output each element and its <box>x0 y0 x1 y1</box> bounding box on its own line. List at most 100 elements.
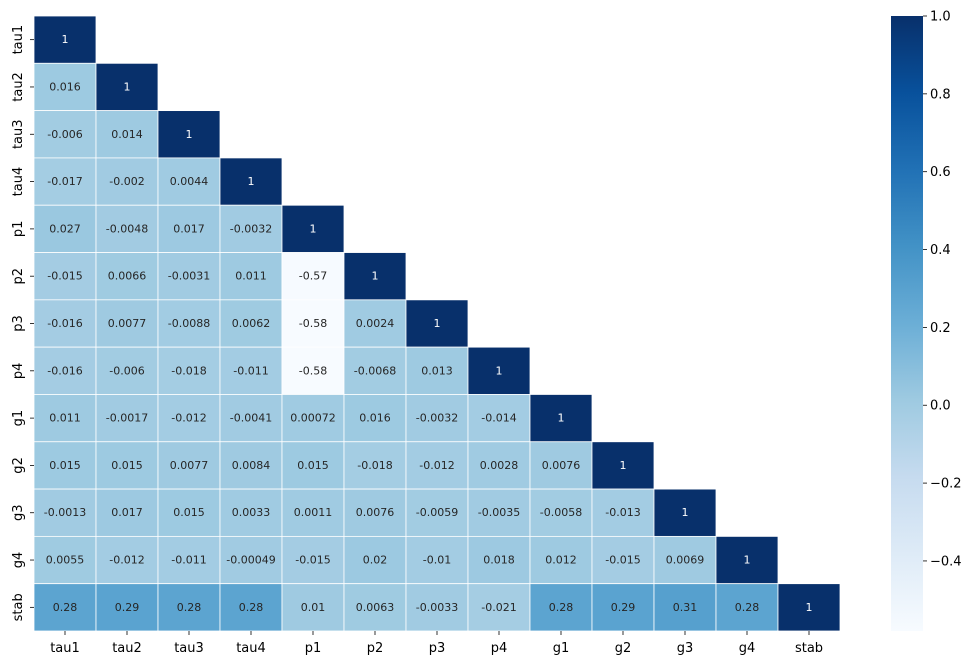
cell-value-label: -0.0017 <box>106 412 148 425</box>
cell-value-label: 1 <box>310 222 317 235</box>
cell-value-label: 0.28 <box>53 601 78 614</box>
cell-value-label: -0.0088 <box>168 317 210 330</box>
heatmap-cell-g4-p3 <box>405 535 469 585</box>
x-tick-label-stab: stab <box>795 641 823 656</box>
cell-value-label: -0.018 <box>171 364 206 377</box>
heatmap-cell-g3-p2 <box>343 488 407 537</box>
heatmap-cell-g4-tau1 <box>33 535 97 585</box>
cell-value-label: 0.28 <box>177 601 202 614</box>
heatmap-cell-p3-p3 <box>405 299 469 348</box>
heatmap-cell-g1-g1 <box>529 394 593 443</box>
cell-value-label: -0.0035 <box>478 506 520 519</box>
heatmap-cell-stab-tau4 <box>219 583 283 632</box>
heatmap-cell-p2-tau4 <box>219 252 283 301</box>
x-tick-label-p1: p1 <box>305 641 322 656</box>
cell-value-label: -0.016 <box>47 317 82 330</box>
cell-value-label: 1 <box>124 80 131 93</box>
cell-value-label: -0.0033 <box>416 601 458 614</box>
cell-value-label: 0.015 <box>297 459 329 472</box>
cell-value-label: 1 <box>682 506 689 519</box>
heatmap-cell-g1-p3 <box>405 394 469 443</box>
heatmap-cell-g2-p1 <box>281 441 345 490</box>
y-tick-label-tau1: tau1 <box>11 25 26 55</box>
cell-value-label: 0.015 <box>173 506 205 519</box>
x-axis-tick-labels: tau1 tau2 tau3 tau4 p1 p2 p3 p4 g1 g2 g3 g4 stab <box>50 631 823 656</box>
cell-value-label: 0.0084 <box>232 459 271 472</box>
cell-value-label: 0.0063 <box>356 601 395 614</box>
x-tick-label-tau4: tau4 <box>236 641 266 656</box>
colorbar-gradient <box>891 16 923 631</box>
cell-value-label: 0.0077 <box>108 317 147 330</box>
cell-value-label: 0.28 <box>549 601 574 614</box>
heatmap-cell-tau4-tau2 <box>95 157 159 206</box>
cell-value-label: -0.00049 <box>226 554 275 567</box>
heatmap-cell-g3-g3 <box>653 488 717 537</box>
cell-value-label: 0.016 <box>49 80 81 93</box>
cell-value-label: 1 <box>434 317 441 330</box>
heatmap-cell-g4-g2 <box>591 535 655 585</box>
heatmap-cell-stab-p2 <box>343 583 407 632</box>
heatmap-cell-g4-g1 <box>529 535 593 585</box>
cell-value-label: -0.012 <box>109 554 144 567</box>
x-tick-label-g3: g3 <box>677 641 694 656</box>
y-tick-label-tau3: tau3 <box>11 119 26 149</box>
cell-value-label: 1 <box>372 270 379 283</box>
cell-value-label: -0.021 <box>481 601 516 614</box>
cell-value-label: 0.0055 <box>46 554 85 567</box>
cell-value-label: 0.0033 <box>232 506 271 519</box>
cell-value-label: -0.017 <box>47 175 82 188</box>
cell-value-label: -0.58 <box>299 317 327 330</box>
heatmap-cell-p2-tau2 <box>95 252 159 301</box>
heatmap-cell-g3-tau4 <box>219 488 283 537</box>
cell-value-label: 0.0062 <box>232 317 271 330</box>
cell-value-label: 0.0077 <box>170 459 209 472</box>
cell-value-label: -0.013 <box>605 506 640 519</box>
cell-value-label: -0.58 <box>299 364 327 377</box>
cell-value-label: 0.018 <box>483 554 515 567</box>
cell-value-label: 1 <box>186 128 193 141</box>
heatmap-cell-g2-tau1 <box>33 441 97 490</box>
cell-value-label: -0.015 <box>295 554 330 567</box>
cell-value-label: -0.012 <box>171 412 206 425</box>
colorbar-tick-label: 0.2 <box>930 321 951 336</box>
heatmap-cell-g2-g2 <box>591 441 655 490</box>
heatmap-cell-tau2-tau1 <box>33 62 97 112</box>
heatmap-cell-g1-tau4 <box>219 394 283 443</box>
cell-value-label: 0.013 <box>421 364 453 377</box>
heatmap-cell-p4-tau3 <box>157 346 221 395</box>
cell-value-label: -0.018 <box>357 459 392 472</box>
cell-value-label: -0.011 <box>171 554 206 567</box>
cell-value-label: 0.0044 <box>170 175 209 188</box>
heatmap-cell-g4-tau3 <box>157 535 221 585</box>
cell-value-label: -0.57 <box>299 270 327 283</box>
colorbar-tick-label: 1.0 <box>930 10 951 25</box>
cell-value-label: -0.0048 <box>106 222 148 235</box>
y-tick-label-tau4: tau4 <box>11 167 26 197</box>
cell-value-label: -0.01 <box>423 554 451 567</box>
cell-value-label: -0.0032 <box>416 412 458 425</box>
colorbar: 1.0 0.8 0.6 0.4 0.2 0.0 −0.2 −0.4 <box>891 10 962 631</box>
heatmap-cell-g2-tau2 <box>95 441 159 490</box>
heatmap-cell-g4-tau2 <box>95 535 159 585</box>
heatmap-cell-tau3-tau1 <box>33 110 97 159</box>
cell-value-label: -0.0068 <box>354 364 396 377</box>
y-axis-tick-labels: tau1 tau2 tau3 tau4 p1 p2 p3 p4 g1 g2 g3 g4 stab <box>11 25 34 621</box>
cell-value-label: -0.0058 <box>540 506 582 519</box>
cell-value-label: 0.00072 <box>290 412 336 425</box>
heatmap-cell-stab-tau1 <box>33 583 97 632</box>
heatmap-cell-g4-tau4 <box>219 535 283 585</box>
cell-value-label: 0.017 <box>111 506 143 519</box>
heatmap-cell-g1-p2 <box>343 394 407 443</box>
cell-value-label: 1 <box>620 459 627 472</box>
y-tick-label-p1: p1 <box>11 221 26 238</box>
heatmap-cell-p2-p2 <box>343 252 407 301</box>
heatmap-cell-g4-p4 <box>467 535 531 585</box>
heatmap-cell-p4-tau1 <box>33 346 97 395</box>
cell-value-label: -0.002 <box>109 175 144 188</box>
colorbar-tick-label: −0.2 <box>930 477 962 492</box>
x-tick-label-p3: p3 <box>429 641 446 656</box>
y-tick-label-tau2: tau2 <box>11 72 26 102</box>
heatmap-cell-g4-g4 <box>715 535 779 585</box>
x-tick-label-p4: p4 <box>491 641 508 656</box>
cell-value-label: 1 <box>62 33 69 46</box>
